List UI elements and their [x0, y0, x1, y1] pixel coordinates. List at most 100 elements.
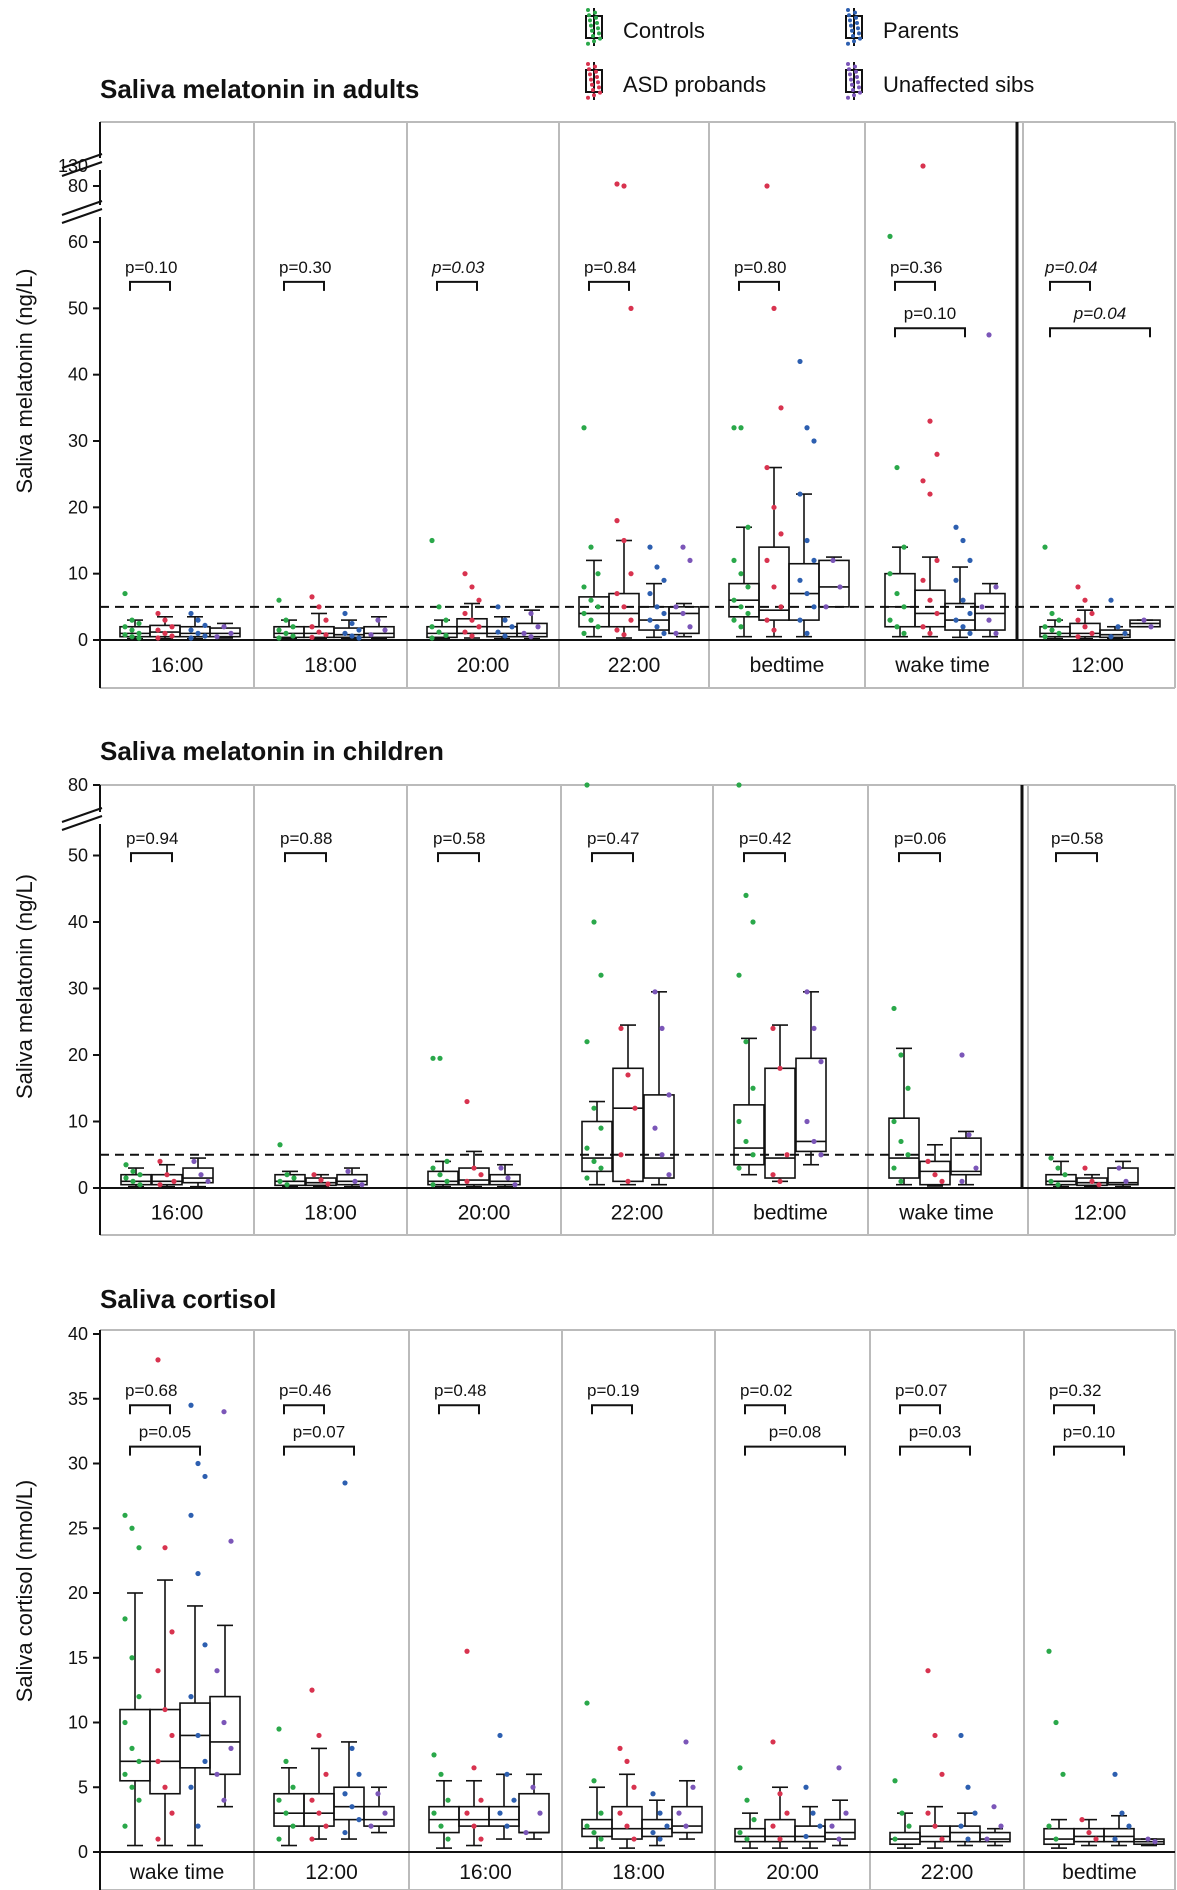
data-point: [198, 1172, 204, 1178]
box-iqr: [120, 1173, 152, 1186]
p-value-bracket: p=0.32: [1049, 1381, 1101, 1415]
data-point: [1148, 624, 1154, 630]
box-iqr: [668, 606, 700, 635]
data-point: [523, 1829, 529, 1836]
bracket-line: [436, 280, 478, 291]
data-point: [356, 1771, 362, 1777]
data-point: [443, 632, 449, 638]
data-point: [731, 425, 737, 431]
data-point: [618, 1025, 624, 1031]
category-label: 22:00: [611, 1202, 664, 1225]
data-point: [1123, 1178, 1129, 1184]
box-asd-probands: [456, 571, 488, 639]
y-tick-label: 10: [68, 564, 88, 584]
box-iqr: [638, 606, 670, 631]
data-point: [469, 584, 475, 590]
data-point: [778, 405, 784, 411]
data-point: [891, 1118, 897, 1125]
data-point: [368, 1823, 374, 1829]
data-point: [745, 610, 751, 617]
data-point: [214, 1771, 220, 1777]
data-point: [309, 634, 315, 640]
data-point: [195, 617, 201, 623]
group-bedtime: bedtime p=0.80: [728, 183, 850, 677]
data-point: [469, 633, 475, 639]
data-point: [894, 624, 900, 630]
bracket-line: [899, 1445, 971, 1456]
data-point: [349, 1804, 355, 1810]
data-point: [430, 1055, 436, 1061]
data-point: [162, 1545, 168, 1551]
box-asd-probands: [764, 1739, 796, 1849]
p-value-label: p=0.02: [740, 1381, 792, 1400]
data-point: [803, 1833, 809, 1840]
data-point: [123, 1175, 129, 1181]
data-point: [316, 629, 322, 635]
data-point: [214, 1668, 220, 1674]
box-iqr: [1045, 1173, 1077, 1186]
data-point: [476, 624, 482, 630]
box-iqr: [764, 1067, 796, 1179]
box-iqr: [1043, 1827, 1075, 1846]
data-point: [497, 1732, 503, 1739]
y-tick-label: 0: [78, 630, 88, 650]
data-point: [155, 610, 161, 617]
data-point: [195, 1460, 201, 1467]
data-point: [1046, 1823, 1052, 1829]
category-label: 16:00: [459, 1861, 512, 1884]
data-point: [972, 1810, 978, 1816]
legend-dot: [597, 31, 601, 36]
box-iqr: [489, 1173, 521, 1186]
p-value-label: p=0.19: [587, 1381, 639, 1400]
data-point: [464, 1648, 470, 1654]
group-12-00: 12:00 p=0.04 p=0.04: [1039, 258, 1161, 677]
data-point: [462, 629, 468, 635]
data-point: [1060, 1771, 1066, 1777]
category-label: wake time: [129, 1861, 225, 1884]
data-point: [993, 630, 999, 636]
p-value-bracket: p=0.58: [1051, 829, 1103, 863]
data-point: [464, 1178, 470, 1184]
data-point: [927, 491, 933, 497]
box-iqr: [363, 625, 395, 639]
box-unaffected-sibs: [363, 1786, 395, 1834]
data-point: [661, 630, 667, 636]
data-point: [122, 1512, 128, 1518]
data-point: [598, 1836, 604, 1842]
data-point: [505, 1175, 511, 1181]
data-point: [122, 590, 128, 597]
group-22-00: 22:00 p=0.47: [581, 782, 675, 1225]
legend-dot: [593, 64, 597, 69]
legend-dot: [590, 82, 594, 87]
box-controls: [428, 1752, 460, 1849]
data-point: [1122, 630, 1128, 636]
data-point: [202, 622, 208, 629]
data-point: [588, 597, 594, 603]
data-point: [202, 1758, 208, 1764]
y-tick-label: 10: [68, 1112, 88, 1132]
data-point: [309, 1836, 315, 1842]
data-point: [764, 557, 770, 564]
data-point: [1075, 584, 1081, 590]
data-point: [958, 1823, 964, 1829]
data-point: [430, 1182, 436, 1188]
data-point: [680, 544, 686, 550]
axis-break-line: [61, 153, 103, 169]
p-value-bracket: p=0.36: [890, 258, 942, 291]
bracket-line: [1053, 1404, 1095, 1415]
box-iqr: [427, 1170, 459, 1186]
legend-box: [585, 15, 603, 39]
box-unaffected-sibs: [209, 1409, 241, 1808]
data-point: [349, 633, 355, 639]
data-point: [191, 1158, 197, 1164]
data-point: [283, 617, 289, 623]
group-16-00: 16:00 p=0.94: [120, 829, 214, 1225]
data-point: [650, 1791, 656, 1797]
p-value-bracket: p=0.88: [280, 829, 332, 863]
data-point: [736, 782, 742, 788]
data-point: [136, 630, 142, 636]
legend-dot: [857, 85, 861, 90]
data-point: [1079, 1817, 1085, 1823]
data-point: [123, 1162, 129, 1168]
data-point: [162, 1784, 168, 1790]
